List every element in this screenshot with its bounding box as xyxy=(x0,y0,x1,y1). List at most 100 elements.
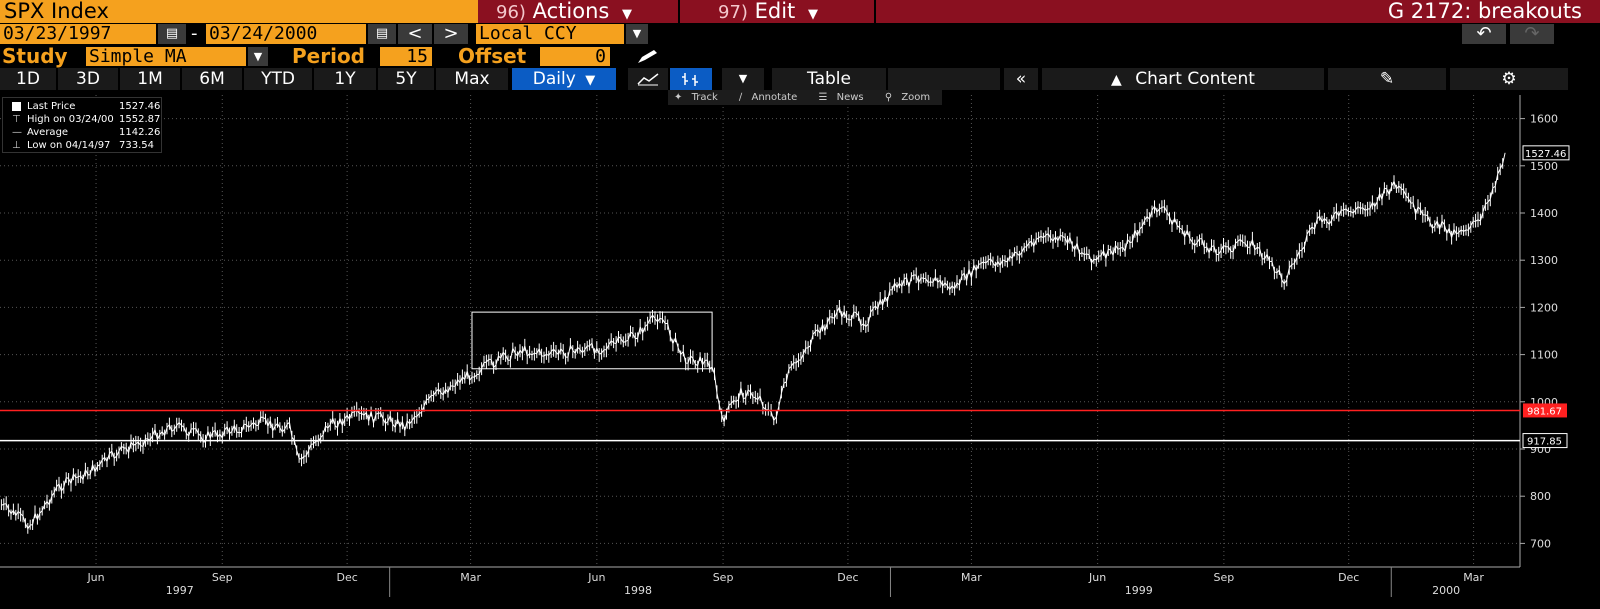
chart-toolbar: ✦ Track ∕ Annotate ☰ News ⚲ Zoom xyxy=(668,90,943,105)
gear-icon[interactable]: ⚙ xyxy=(1450,68,1568,90)
pencil-icon[interactable] xyxy=(634,48,660,65)
end-date-input[interactable]: 03/24/2000 xyxy=(206,24,366,44)
last-price-swatch xyxy=(12,102,21,111)
tab-5y[interactable]: 5Y xyxy=(378,68,434,90)
study-bar: Study Simple MA ▼ Period 15 Offset 0 xyxy=(0,46,1600,67)
start-date-input[interactable]: 03/23/1997 xyxy=(0,24,156,44)
previous-period-button[interactable]: < xyxy=(398,24,432,44)
zoom-button[interactable]: ⚲ Zoom xyxy=(884,92,931,103)
y-tick-label: 1400 xyxy=(1530,207,1558,220)
offset-input[interactable]: 0 xyxy=(540,47,610,66)
line-chart-icon[interactable] xyxy=(628,68,668,90)
level-label-bg xyxy=(1522,433,1568,449)
chart-content-button[interactable]: ▲ Chart Content xyxy=(1042,68,1324,90)
y-tick-label: 1200 xyxy=(1530,301,1558,314)
calendar-icon[interactable]: ▤ xyxy=(368,24,396,44)
low-marker-icon: ⊥ xyxy=(12,140,21,151)
x-tick-label: Jun xyxy=(86,571,104,584)
level-label-bg xyxy=(1523,403,1567,418)
level-label: 981.67 xyxy=(1527,406,1562,417)
tab-6m[interactable]: 6M xyxy=(182,68,242,90)
x-tick-label: Jun xyxy=(1088,571,1106,584)
last-price-label-bg xyxy=(1522,145,1570,161)
y-tick-label: 1600 xyxy=(1530,113,1558,126)
period-input[interactable]: 15 xyxy=(380,47,432,66)
x-tick-label: Dec xyxy=(1338,571,1359,584)
chevron-down-icon[interactable]: ▼ xyxy=(722,68,764,90)
chevron-down-icon[interactable]: ▼ xyxy=(248,47,268,66)
legend-last-price[interactable]: Last Price 1527.46 xyxy=(7,100,161,113)
year-label: 2000 xyxy=(1432,584,1460,597)
chevron-down-icon: ▼ xyxy=(807,7,818,22)
y-tick-label: 1300 xyxy=(1530,254,1558,267)
chevron-down-icon: ▼ xyxy=(622,7,633,22)
legend-average: — Average 1142.26 xyxy=(7,126,161,139)
actions-label: Actions xyxy=(532,0,610,23)
x-tick-label: Mar xyxy=(1463,571,1484,584)
date-dash: - xyxy=(191,23,198,44)
x-tick-label: Mar xyxy=(961,571,982,584)
collapse-icon[interactable]: « xyxy=(1004,68,1038,90)
redo-icon[interactable]: ↷ xyxy=(1510,24,1554,44)
x-tick-label: Sep xyxy=(1214,571,1235,584)
x-tick-label: Sep xyxy=(212,571,233,584)
year-label: 1997 xyxy=(166,584,194,597)
frequency-label: Daily xyxy=(532,69,576,89)
study-label: Study xyxy=(2,44,68,68)
annotate-button[interactable]: ∕ Annotate xyxy=(738,92,798,103)
edit-menu[interactable]: 97) Edit ▼ xyxy=(718,0,818,23)
bar-chart-icon[interactable] xyxy=(670,68,712,90)
chevron-down-icon: ▼ xyxy=(585,73,596,88)
average-marker-icon: — xyxy=(12,127,22,138)
legend-high-value: 1552.87 xyxy=(119,114,161,125)
edit-label: Edit xyxy=(754,0,796,23)
y-tick-label: 1500 xyxy=(1530,160,1558,173)
tab-1y[interactable]: 1Y xyxy=(314,68,376,90)
tab-ytd[interactable]: YTD xyxy=(244,68,312,90)
currency-select[interactable]: Local CCY xyxy=(476,24,624,44)
calendar-icon[interactable]: ▤ xyxy=(158,24,186,44)
ticker-title[interactable]: SPX Index xyxy=(0,0,478,23)
chart-content-icon: ▲ xyxy=(1111,72,1122,88)
tab-max[interactable]: Max xyxy=(436,68,508,90)
x-tick-label: Dec xyxy=(837,571,858,584)
undo-icon[interactable]: ↶ xyxy=(1462,24,1506,44)
chevron-down-icon[interactable]: ▼ xyxy=(626,24,648,44)
offset-label: Offset xyxy=(458,44,527,68)
table-button[interactable]: Table xyxy=(772,68,886,90)
date-range-bar: 03/23/1997 ▤ - 03/24/2000 ▤ < > Local CC… xyxy=(0,24,1600,44)
edit-chart-icon[interactable]: ✎ xyxy=(1328,68,1446,90)
price-chart[interactable]: 7008009001000110012001300140015001600Jun… xyxy=(0,91,1600,609)
study-select[interactable]: Simple MA xyxy=(86,47,246,66)
zoom-label: Zoom xyxy=(901,92,931,103)
tab-1d[interactable]: 1D xyxy=(0,68,56,90)
track-button[interactable]: ✦ Track xyxy=(674,92,718,103)
level-label: 917.85 xyxy=(1527,437,1562,448)
legend-high-label: High on 03/24/00 xyxy=(27,114,114,125)
chart-content-label: Chart Content xyxy=(1135,69,1255,89)
x-tick-label: Mar xyxy=(460,571,481,584)
last-price-label: 1527.46 xyxy=(1525,149,1566,160)
high-marker-icon: ⊤ xyxy=(12,114,21,125)
edit-num: 97) xyxy=(718,2,748,23)
chart-panel: 700 800 900 1000 1100 1200 1300 1400 1500 1600 Jun… xyxy=(0,91,1600,609)
tab-3d[interactable]: 3D xyxy=(58,68,118,90)
legend-high: ⊤ High on 03/24/00 1552.87 xyxy=(7,113,161,126)
next-period-button[interactable]: > xyxy=(434,24,468,44)
period-label: Period xyxy=(292,44,365,68)
legend-average-value: 1142.26 xyxy=(119,127,161,138)
x-tick-label: Dec xyxy=(336,571,357,584)
news-button[interactable]: ☰ News xyxy=(818,92,864,103)
actions-menu[interactable]: 96) Actions ▼ xyxy=(496,0,632,23)
y-tick-label: 700 xyxy=(1530,537,1551,550)
year-label: 1999 xyxy=(1125,584,1153,597)
function-title: G 2172: breakouts xyxy=(1387,0,1582,23)
legend-last-price-value: 1527.46 xyxy=(119,101,161,112)
legend-low-value: 733.54 xyxy=(119,140,154,151)
tab-1m[interactable]: 1M xyxy=(120,68,180,90)
frequency-select[interactable]: Daily ▼ xyxy=(512,68,616,90)
legend-last-price-label: Last Price xyxy=(27,101,76,112)
legend-low: ⊥ Low on 04/14/97 733.54 xyxy=(7,139,157,152)
y-tick-label: 1100 xyxy=(1530,349,1558,362)
annotation-box xyxy=(471,311,713,370)
